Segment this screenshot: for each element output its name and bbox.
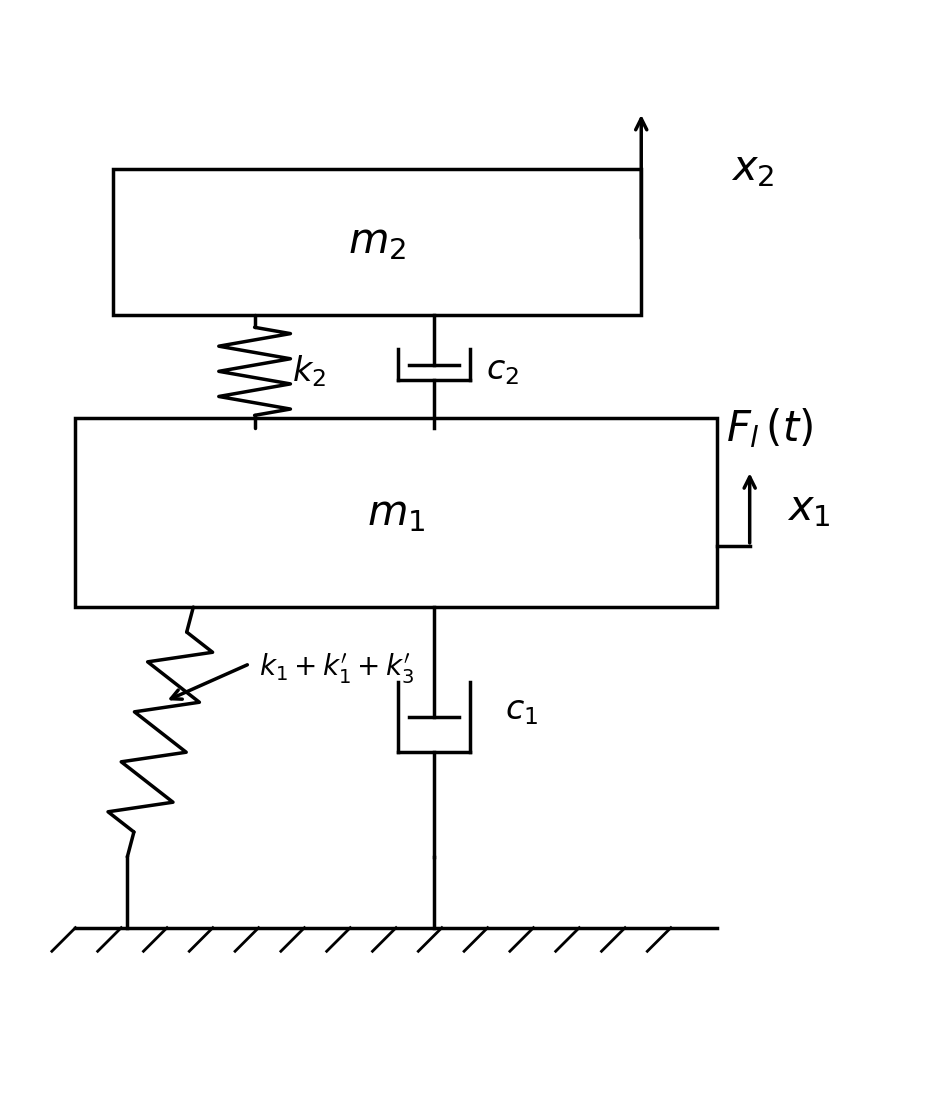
Text: $x_2$: $x_2$	[731, 148, 774, 189]
Bar	[113, 168, 641, 315]
Text: $m_1$: $m_1$	[367, 492, 425, 534]
Text: $c_2$: $c_2$	[486, 356, 519, 388]
Text: $x_1$: $x_1$	[787, 487, 831, 530]
Text: $F_l\,(t)$: $F_l\,(t)$	[726, 406, 813, 450]
Text: $c_1$: $c_1$	[505, 695, 538, 727]
Text: $k_2$: $k_2$	[292, 353, 326, 389]
Text: $m_2$: $m_2$	[348, 220, 406, 262]
Text: $k_1 + k_1' + k_3'$: $k_1 + k_1' + k_3'$	[259, 651, 415, 686]
Bar	[75, 418, 717, 607]
